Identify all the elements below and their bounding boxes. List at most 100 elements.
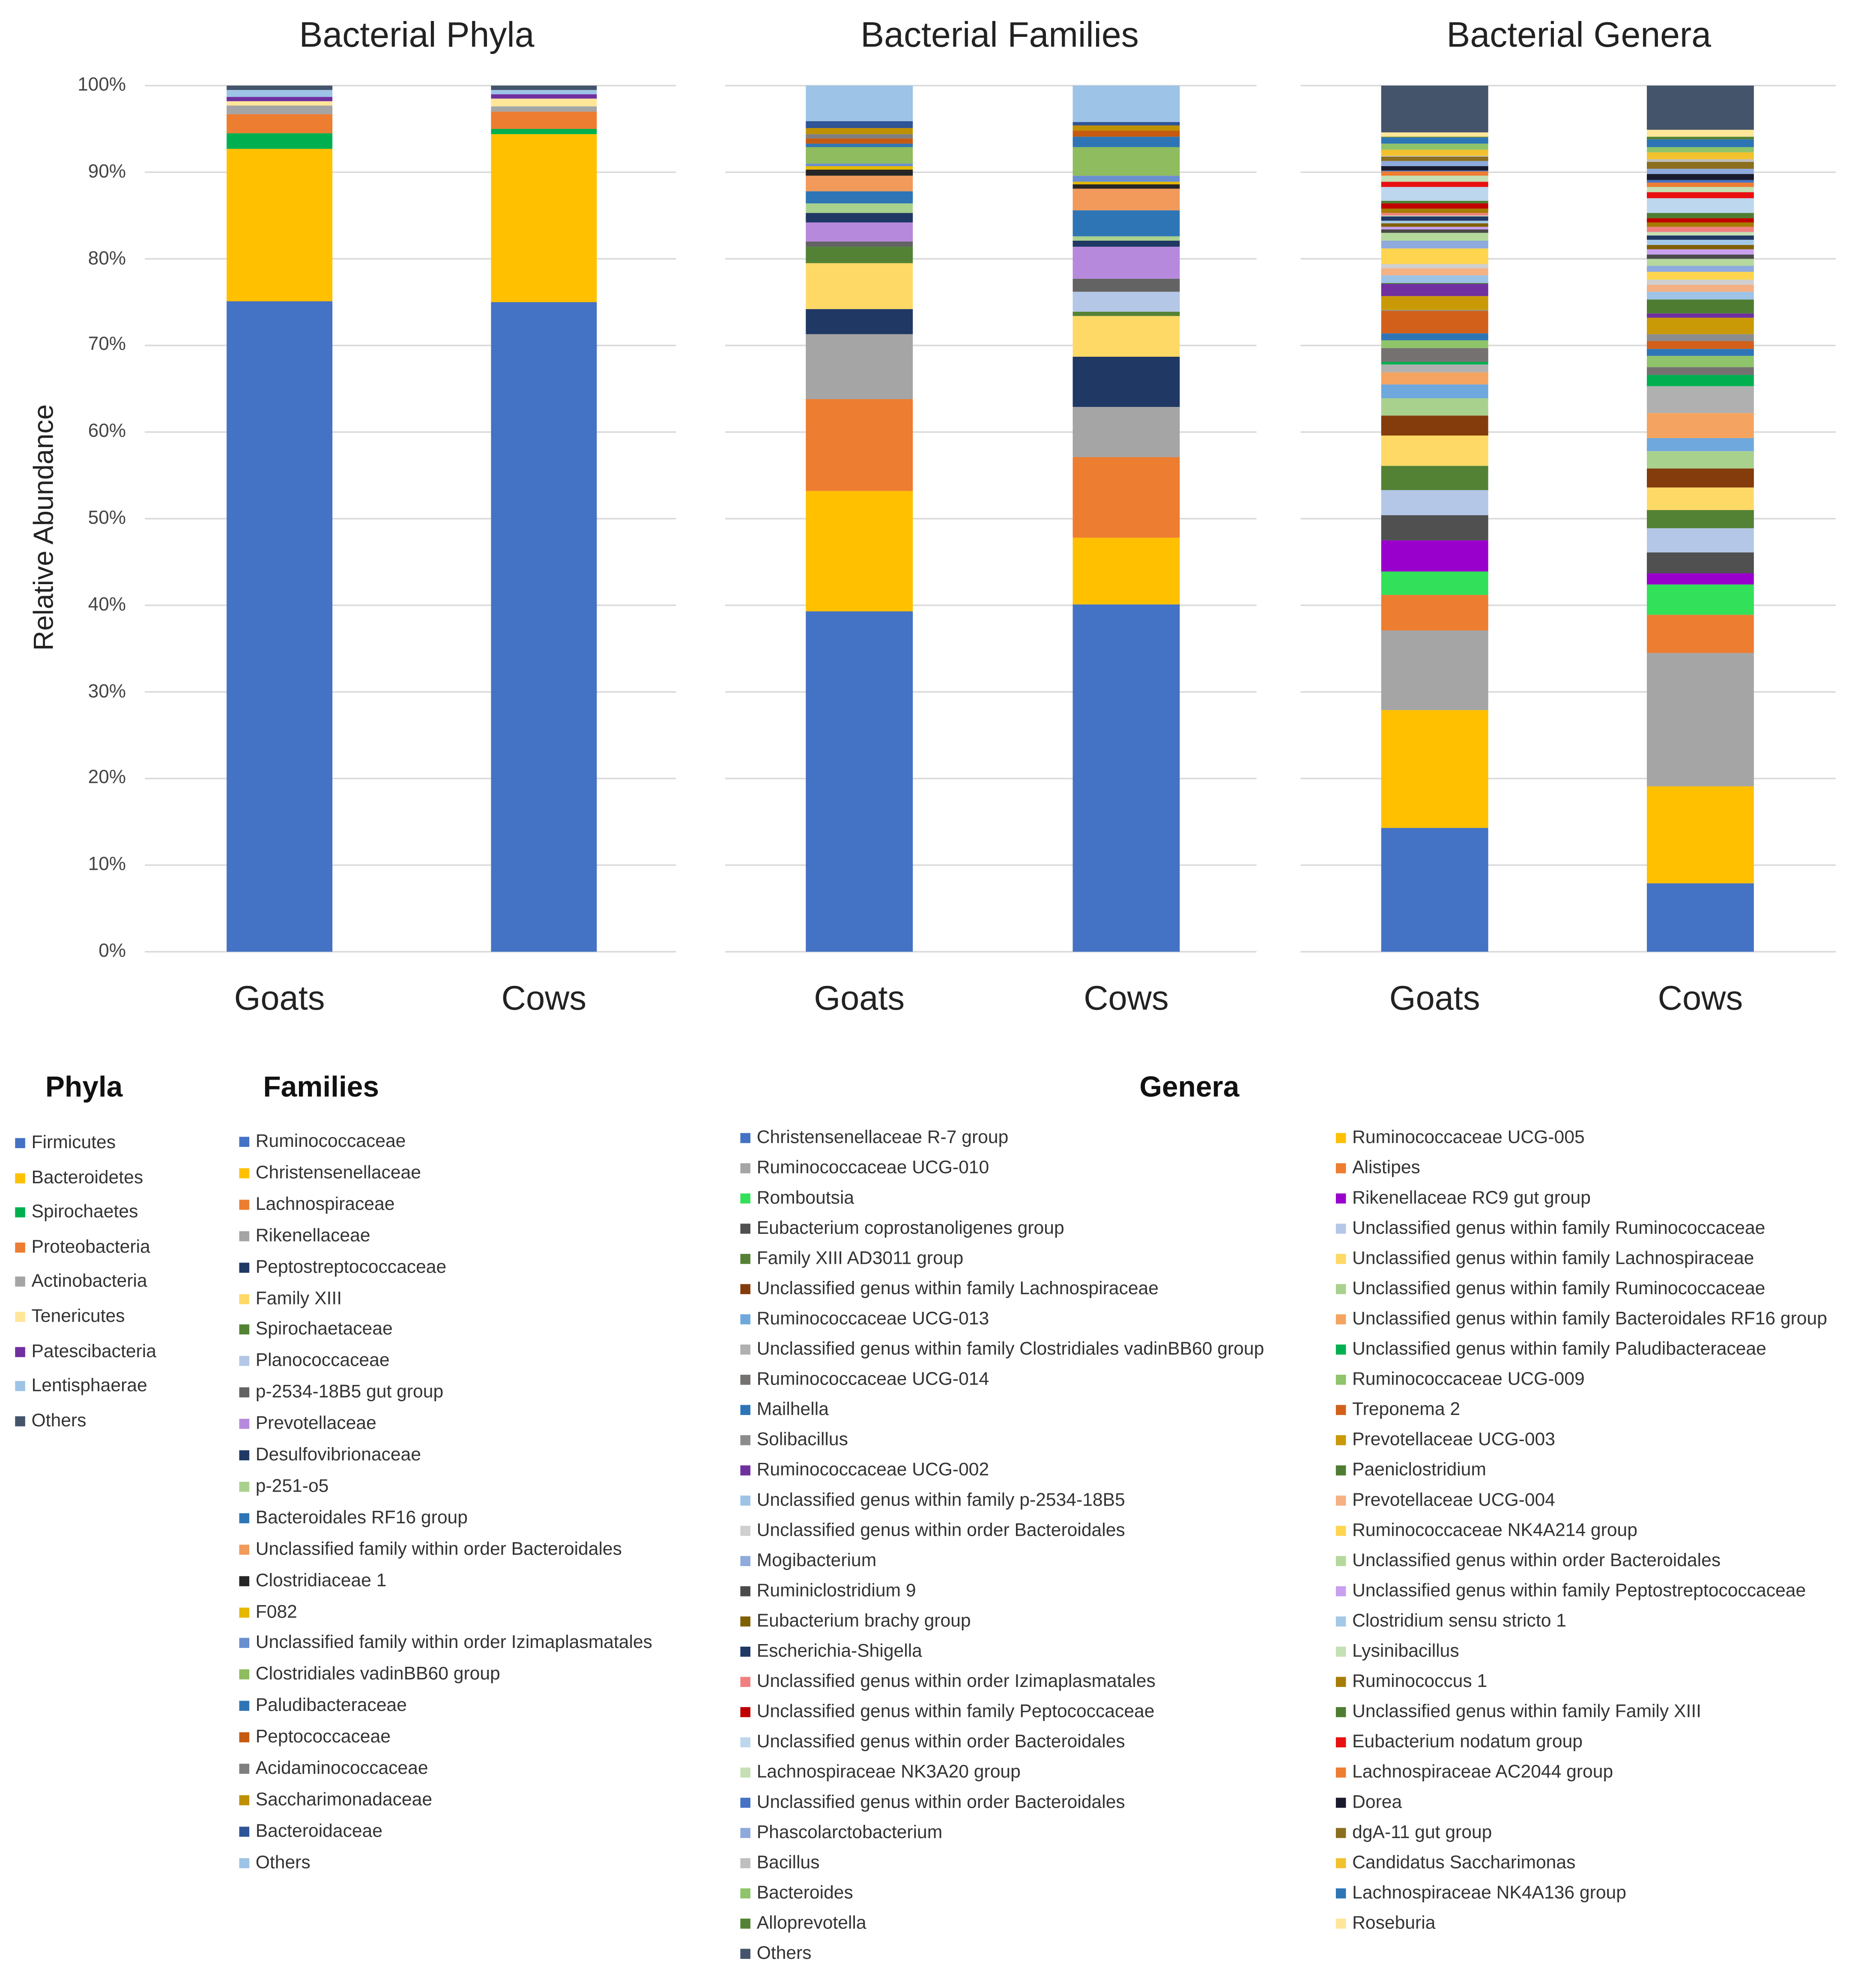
- bar-segment: [1646, 218, 1754, 223]
- bar-segment: [1646, 615, 1754, 653]
- bar-segment: [491, 98, 597, 107]
- legend-label: Unclassified genus within order Bacteroi…: [756, 1792, 1125, 1813]
- legend-label: Dorea: [1352, 1792, 1402, 1813]
- legend-swatch: [1335, 1405, 1346, 1415]
- bar-segment: [1381, 156, 1488, 161]
- bar-segment: [806, 166, 913, 170]
- legend-item-families: Ruminococcaceae: [239, 1132, 406, 1152]
- legend-label: Rikenellaceae RC9 gut group: [1352, 1188, 1591, 1209]
- bar-segment: [1381, 710, 1488, 828]
- legend-item-genera: Unclassified genus within family Family …: [1335, 1702, 1701, 1722]
- legend-swatch: [1335, 1284, 1346, 1294]
- bar-segment: [1646, 147, 1754, 152]
- legend-item-genera: Mailhella: [740, 1400, 829, 1420]
- legend-label: Clostridium sensu stricto 1: [1352, 1611, 1566, 1632]
- bar-segment: [1646, 528, 1754, 552]
- bar-segment: [1381, 310, 1488, 334]
- bar-segment: [1381, 143, 1488, 150]
- legend-item-families: Saccharimonadaceae: [239, 1790, 432, 1810]
- bar-segment: [1381, 149, 1488, 156]
- bar-segment: [1381, 161, 1488, 166]
- legend-item-families: Bacteroidaceae: [239, 1821, 382, 1842]
- bar-segment: [1646, 85, 1754, 130]
- bar-segment: [1381, 310, 1488, 311]
- legend-label: Unclassified genus within family Peptost…: [1352, 1581, 1806, 1602]
- legend-swatch: [740, 1435, 751, 1445]
- legend-swatch: [1335, 1646, 1346, 1657]
- legend-item-families: Spirochaetaceae: [239, 1320, 393, 1340]
- legend-label: Unclassified genus within order Bacteroi…: [756, 1521, 1125, 1541]
- legend-label: Bacteroidaceae: [255, 1821, 382, 1842]
- bar-segment: [1381, 466, 1488, 490]
- y-tick-label: 0%: [99, 940, 126, 962]
- legend-label: Others: [756, 1943, 812, 1964]
- legend-swatch: [239, 1669, 250, 1680]
- legend-item-genera: Unclassified genus within family Lachnos…: [740, 1279, 1159, 1299]
- legend-label: Christensenellaceae: [255, 1163, 421, 1183]
- legend-item-families: Peptococcaceae: [239, 1727, 391, 1747]
- legend-item-phyla: Tenericutes: [15, 1307, 125, 1327]
- bar-segment: [1381, 362, 1488, 365]
- legend-swatch: [740, 1405, 751, 1415]
- bar-segment: [1381, 200, 1488, 203]
- legend-label: Eubacterium brachy group: [756, 1611, 971, 1632]
- legend-swatch: [740, 1797, 751, 1808]
- bar-segment: [1381, 571, 1488, 595]
- legend-swatch: [740, 1858, 751, 1868]
- legend-label: Prevotellaceae UCG-004: [1352, 1490, 1556, 1511]
- legend-item-genera: Eubacterium coprostanoligenes group: [740, 1219, 1064, 1239]
- bar-segment: [1646, 279, 1754, 285]
- legend-swatch: [239, 1481, 250, 1492]
- y-tick-label: 100%: [78, 74, 126, 96]
- legend-swatch: [1335, 1918, 1346, 1929]
- legend-swatch: [239, 1356, 250, 1367]
- legend-label: Christensenellaceae R-7 group: [756, 1128, 1009, 1148]
- legend-label: Lentisphaerae: [31, 1376, 147, 1397]
- bar-segment: [1381, 283, 1488, 284]
- legend-swatch: [239, 1199, 250, 1210]
- bar-segment: [227, 149, 333, 301]
- legend-swatch: [239, 1826, 250, 1837]
- bar-segment: [1381, 296, 1488, 310]
- legend-swatch: [1335, 1163, 1346, 1173]
- bar-segment: [1646, 573, 1754, 585]
- bar-segment: [1646, 375, 1754, 386]
- bar-segment: [1646, 174, 1754, 180]
- bar-segment: [806, 213, 913, 223]
- legend-item-genera: Bacteroides: [740, 1883, 853, 1904]
- bar-segment: [806, 85, 913, 121]
- bar-segment: [227, 133, 333, 149]
- bar-segment: [806, 138, 913, 144]
- legend-item-genera: Rikenellaceae RC9 gut group: [1335, 1188, 1591, 1209]
- legend-swatch: [1335, 1133, 1346, 1143]
- legend-heading-families: Families: [263, 1070, 379, 1103]
- legend-item-families: Planococcaceae: [239, 1351, 390, 1371]
- bar-segment: [806, 121, 913, 128]
- legend-label: Unclassified genus within family Lachnos…: [756, 1279, 1159, 1299]
- legend-swatch: [1335, 1888, 1346, 1898]
- legend-swatch: [239, 1795, 250, 1806]
- bar-segment: [1646, 254, 1754, 259]
- y-tick-label: 30%: [88, 681, 126, 702]
- legend-label: Firmicutes: [31, 1133, 116, 1153]
- legend-label: F082: [255, 1602, 297, 1622]
- bar-segment: [1381, 176, 1488, 182]
- legend-item-genera: Unclassified genus within order Bacteroi…: [740, 1521, 1125, 1541]
- legend-item-genera: Eubacterium nodatum group: [1335, 1732, 1583, 1752]
- legend-item-genera: Christensenellaceae R-7 group: [740, 1128, 1008, 1148]
- bar-segment: [1381, 333, 1488, 340]
- bar-segment: [806, 176, 913, 191]
- legend-swatch: [740, 1163, 751, 1173]
- bar-segment: [1381, 85, 1488, 133]
- legend-swatch: [740, 1375, 751, 1385]
- legend-swatch: [740, 1224, 751, 1234]
- chart-title-genera: Bacterial Genera: [1446, 15, 1712, 54]
- legend-label: Others: [31, 1411, 87, 1431]
- legend-item-genera: Lachnospiraceae NK3A20 group: [740, 1762, 1021, 1782]
- legend-label: Unclassified genus within family Bactero…: [1352, 1309, 1827, 1330]
- legend-item-families: Rikenellaceae: [239, 1226, 370, 1246]
- bar-segment: [1646, 198, 1754, 213]
- legend-swatch: [740, 1888, 751, 1898]
- bar-segment: [1381, 284, 1488, 296]
